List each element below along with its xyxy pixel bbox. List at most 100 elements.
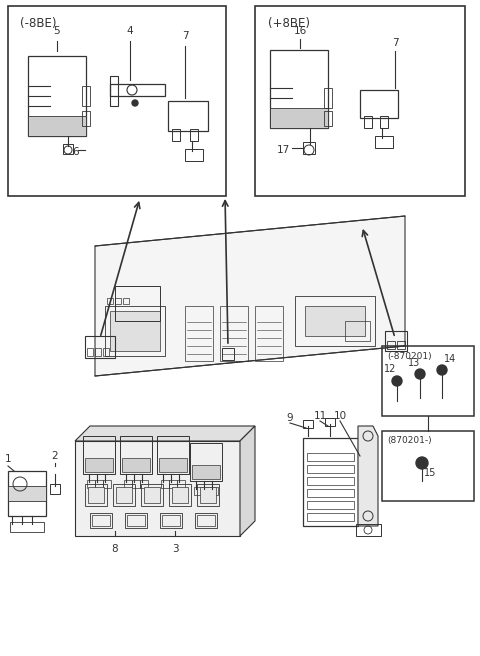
Bar — [307, 453, 354, 461]
Bar — [110, 84, 165, 96]
Bar — [197, 515, 215, 526]
Bar — [87, 348, 93, 356]
Bar — [397, 341, 405, 349]
Text: 12: 12 — [384, 364, 396, 374]
Bar — [303, 142, 315, 154]
Bar — [161, 480, 169, 488]
Bar — [144, 487, 160, 503]
Bar — [190, 443, 222, 481]
Bar — [95, 348, 101, 356]
Bar — [382, 431, 474, 501]
Bar — [169, 480, 177, 488]
Text: 6: 6 — [72, 147, 79, 157]
Bar — [157, 436, 189, 474]
Bar — [115, 286, 160, 321]
Bar — [103, 348, 109, 356]
Text: (-8BE): (-8BE) — [20, 18, 57, 30]
Bar — [303, 420, 313, 428]
Circle shape — [415, 369, 425, 379]
Polygon shape — [358, 426, 378, 526]
Bar — [194, 487, 202, 495]
Bar — [159, 458, 187, 472]
Bar — [303, 438, 358, 526]
Polygon shape — [75, 426, 255, 441]
Bar — [307, 465, 354, 473]
Text: 10: 10 — [334, 411, 347, 421]
Bar — [116, 487, 132, 503]
Text: (-870201): (-870201) — [387, 352, 432, 361]
Bar — [107, 298, 113, 304]
Bar — [375, 136, 393, 148]
Text: 3: 3 — [172, 544, 178, 554]
Bar — [115, 298, 121, 304]
Text: 17: 17 — [277, 145, 290, 155]
Bar — [8, 6, 226, 196]
Bar — [120, 436, 152, 474]
Text: 14: 14 — [444, 354, 456, 364]
Text: 7: 7 — [392, 38, 398, 48]
Bar — [85, 484, 107, 506]
Bar — [195, 513, 217, 528]
Bar — [380, 116, 388, 128]
Bar — [140, 480, 148, 488]
Bar — [10, 522, 44, 532]
Circle shape — [392, 376, 402, 386]
Bar — [85, 458, 113, 472]
Bar — [185, 306, 213, 361]
Circle shape — [132, 100, 138, 106]
Bar — [305, 306, 365, 336]
Bar — [220, 306, 248, 361]
Bar — [87, 480, 95, 488]
Text: 13: 13 — [408, 358, 420, 368]
Bar — [95, 480, 103, 488]
Bar — [169, 484, 191, 506]
Bar — [192, 465, 220, 479]
Bar — [255, 306, 283, 361]
Text: (+8BE): (+8BE) — [268, 18, 310, 30]
Bar — [92, 515, 110, 526]
Bar — [385, 331, 407, 351]
Text: 8: 8 — [112, 544, 118, 554]
Bar — [324, 88, 332, 108]
Polygon shape — [240, 426, 255, 536]
Text: 15: 15 — [424, 468, 436, 478]
Bar — [50, 484, 60, 494]
Text: 7: 7 — [182, 31, 188, 41]
Bar — [160, 513, 182, 528]
Bar — [162, 515, 180, 526]
Bar — [88, 487, 104, 503]
Bar — [307, 513, 354, 521]
Bar — [307, 501, 354, 509]
Text: 11: 11 — [313, 411, 326, 421]
Bar — [123, 298, 129, 304]
Bar — [270, 50, 328, 128]
Bar — [210, 487, 218, 495]
Text: 4: 4 — [127, 26, 133, 36]
Text: (870201-): (870201-) — [387, 436, 432, 445]
Bar — [387, 341, 395, 349]
Bar — [190, 129, 198, 141]
Bar — [90, 513, 112, 528]
Bar — [113, 484, 135, 506]
Bar — [85, 336, 115, 358]
Bar — [105, 306, 165, 356]
Bar — [127, 515, 145, 526]
Bar — [124, 480, 132, 488]
Bar — [28, 116, 86, 136]
Bar — [132, 480, 140, 488]
Text: 5: 5 — [54, 26, 60, 36]
Bar — [63, 144, 73, 154]
Bar — [382, 346, 474, 416]
Bar — [295, 296, 375, 346]
Bar — [325, 418, 335, 426]
Text: 2: 2 — [52, 451, 58, 461]
Bar — [110, 76, 118, 106]
Bar — [28, 56, 86, 136]
Bar — [197, 484, 219, 506]
Bar — [185, 149, 203, 161]
Polygon shape — [95, 216, 405, 376]
Bar — [202, 487, 210, 495]
Bar — [222, 348, 234, 360]
Bar — [82, 111, 90, 126]
Bar — [8, 471, 46, 516]
